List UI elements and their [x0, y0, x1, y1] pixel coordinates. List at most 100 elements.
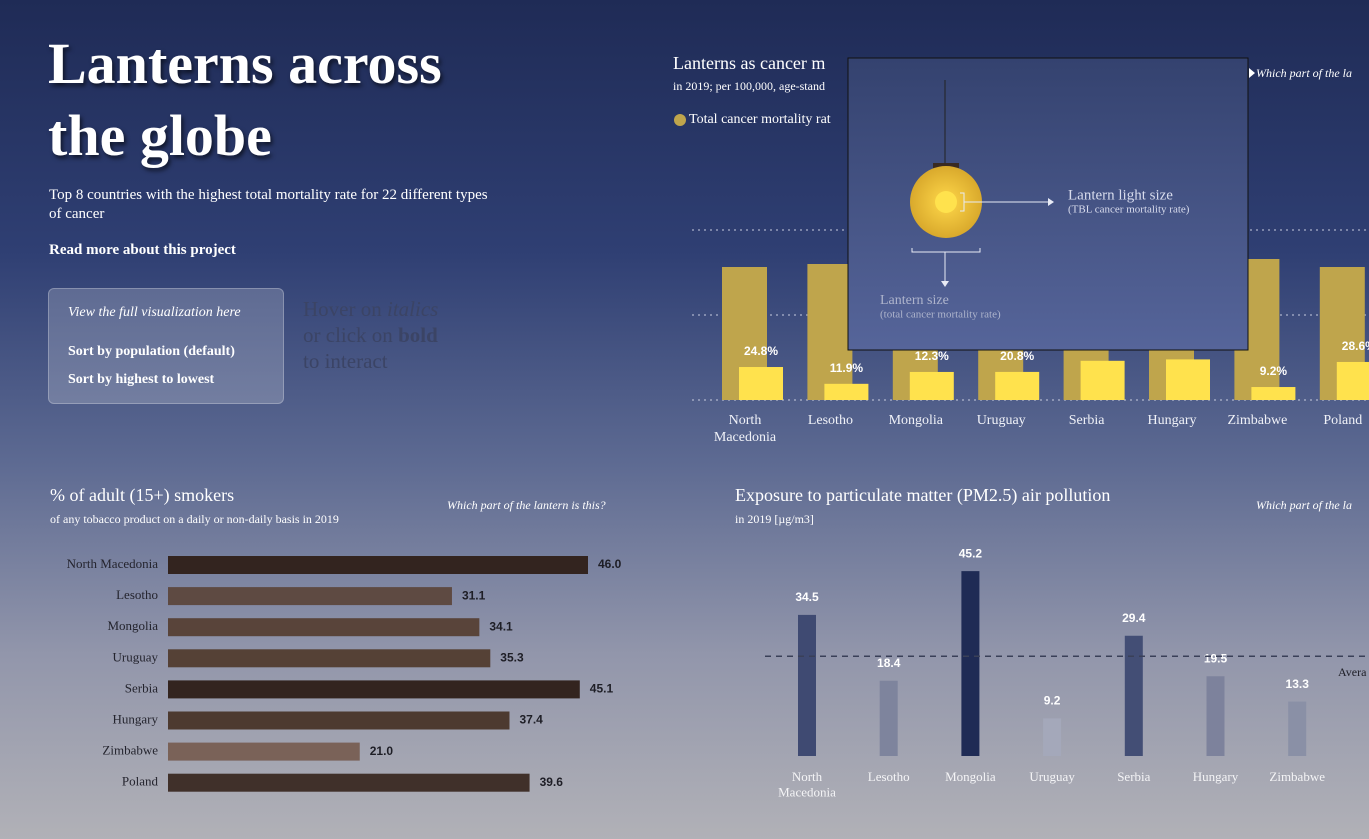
- hint: Hover on italics or click on bold to int…: [303, 296, 443, 374]
- value-label: 24.8%: [744, 344, 778, 358]
- bar: [168, 680, 580, 699]
- value-label: 45.2: [959, 546, 983, 560]
- y-tick-label: North Macedonia: [67, 556, 159, 571]
- bar: [1206, 676, 1225, 756]
- x-tick-label: Zimbabwe: [1227, 413, 1287, 428]
- y-tick-label: Hungary: [113, 711, 159, 726]
- y-tick-label: Lesotho: [116, 587, 158, 602]
- x-tick-label: Mongolia: [945, 769, 996, 784]
- bar: [798, 614, 816, 756]
- value-label: 29.4: [1122, 611, 1146, 625]
- read-more-link[interactable]: Read more about this project: [49, 242, 236, 258]
- bar: [168, 556, 588, 574]
- x-tick-label: Hungary: [1148, 413, 1197, 428]
- tooltip-label: Lantern size: [880, 293, 949, 308]
- lantern-bar: [807, 264, 853, 400]
- legend-swatch: [674, 114, 686, 126]
- bar: [168, 773, 530, 792]
- value-label: 37.4: [519, 713, 543, 727]
- light-bar: [1251, 387, 1296, 400]
- arrow: [911, 248, 981, 282]
- value-label: 9.2%: [1260, 364, 1288, 378]
- value-label: 45.1: [590, 682, 614, 696]
- chart-title: Lanterns as cancer m: [673, 53, 825, 73]
- y-tick-label: Zimbabwe: [102, 743, 158, 758]
- lantern-cap: [933, 163, 959, 168]
- chart-subtitle: in 2019 [µg/m3]: [735, 512, 814, 526]
- y-tick-label: Serbia: [125, 680, 158, 695]
- value-label: 11.9%: [830, 361, 864, 375]
- value-label: 9.2: [1044, 694, 1061, 708]
- value-label: 46.0: [598, 557, 622, 571]
- value-label: 18.4: [877, 656, 901, 670]
- chart-title: Exposure to particulate matter (PM2.5) a…: [735, 485, 1110, 506]
- light-bar: [824, 383, 869, 400]
- question-icon: [1249, 68, 1255, 78]
- legend-label: Total cancer mortality rat: [689, 112, 831, 127]
- light-bar: [739, 367, 783, 400]
- tooltip-label: Lantern light size: [1068, 187, 1173, 203]
- arrow: [960, 192, 1048, 212]
- value-label: 31.1: [462, 588, 486, 602]
- value-label: 35.3: [500, 650, 524, 664]
- bar: [879, 680, 898, 756]
- y-tick-label: Uruguay: [113, 649, 159, 664]
- value-label: 21.0: [370, 744, 394, 758]
- hint-text: to interact: [303, 349, 388, 373]
- arrow-head: [1048, 198, 1054, 206]
- average-label: Avera: [1338, 665, 1367, 679]
- value-label: 34.5: [795, 590, 819, 604]
- value-label: 12.3%: [915, 349, 949, 363]
- chart-subtitle: of any tobacco product on a daily or non…: [50, 512, 339, 526]
- chart-question[interactable]: Which part of the lantern is this?: [447, 498, 606, 512]
- x-tick-label: Lesotho: [868, 769, 910, 784]
- x-tick-label: North Macedonia: [778, 769, 836, 800]
- value-label: 13.3: [1286, 677, 1310, 691]
- tooltip: Lantern light size (TBL cancer mortality…: [847, 57, 1249, 351]
- hint-text: italics: [386, 297, 439, 321]
- value-label: 28.6%: [1342, 339, 1369, 353]
- value-label: 34.1: [489, 619, 513, 633]
- value-label: 19.5: [1204, 651, 1228, 665]
- light-bar: [909, 371, 954, 400]
- page-subtitle: Top 8 countries with the highest total m…: [49, 187, 488, 222]
- chart-question[interactable]: Which part of the la: [1256, 66, 1352, 80]
- x-tick-label: Poland: [1323, 413, 1362, 428]
- bar: [1288, 701, 1307, 756]
- light-bar: [1080, 360, 1125, 400]
- hint-text: Hover on: [303, 297, 382, 321]
- bar: [168, 618, 480, 637]
- bar: [168, 711, 510, 730]
- chart-subtitle: in 2019; per 100,000, age-stand: [673, 79, 825, 93]
- light-bar: [1166, 359, 1210, 400]
- page-title: Lanterns across the globe: [48, 31, 442, 168]
- hint-text: bold: [398, 323, 438, 347]
- x-tick-label: Serbia: [1069, 413, 1106, 428]
- x-tick-label: North Macedonia: [714, 413, 777, 445]
- x-tick-label: Serbia: [1117, 769, 1150, 784]
- bar: [168, 649, 491, 668]
- chart-title: % of adult (15+) smokers: [50, 485, 234, 506]
- tooltip-note: (total cancer mortality rate): [880, 309, 1001, 321]
- y-tick-label: Poland: [122, 774, 159, 789]
- bar: [168, 742, 360, 761]
- chart-question[interactable]: Which part of the la: [1256, 498, 1352, 512]
- sort-option[interactable]: Sort by highest to lowest: [68, 372, 215, 387]
- control-panel: View the full visualization here Sort by…: [48, 288, 284, 404]
- y-tick-label: Mongolia: [107, 618, 158, 633]
- panel-heading[interactable]: View the full visualization here: [68, 305, 241, 320]
- x-tick-label: Lesotho: [808, 413, 853, 428]
- arrow-head: [941, 281, 949, 287]
- x-tick-label: Uruguay: [1029, 769, 1075, 784]
- x-tick-label: Zimbabwe: [1269, 769, 1325, 784]
- bar: [1124, 635, 1143, 756]
- bar: [1043, 718, 1062, 756]
- value-label: 20.8%: [1000, 349, 1034, 363]
- lantern-light: [935, 191, 957, 213]
- value-label: 39.6: [540, 775, 564, 789]
- sort-option[interactable]: Sort by population (default): [68, 344, 235, 359]
- bar: [961, 571, 980, 756]
- tooltip-note: (TBL cancer mortality rate): [1068, 204, 1190, 216]
